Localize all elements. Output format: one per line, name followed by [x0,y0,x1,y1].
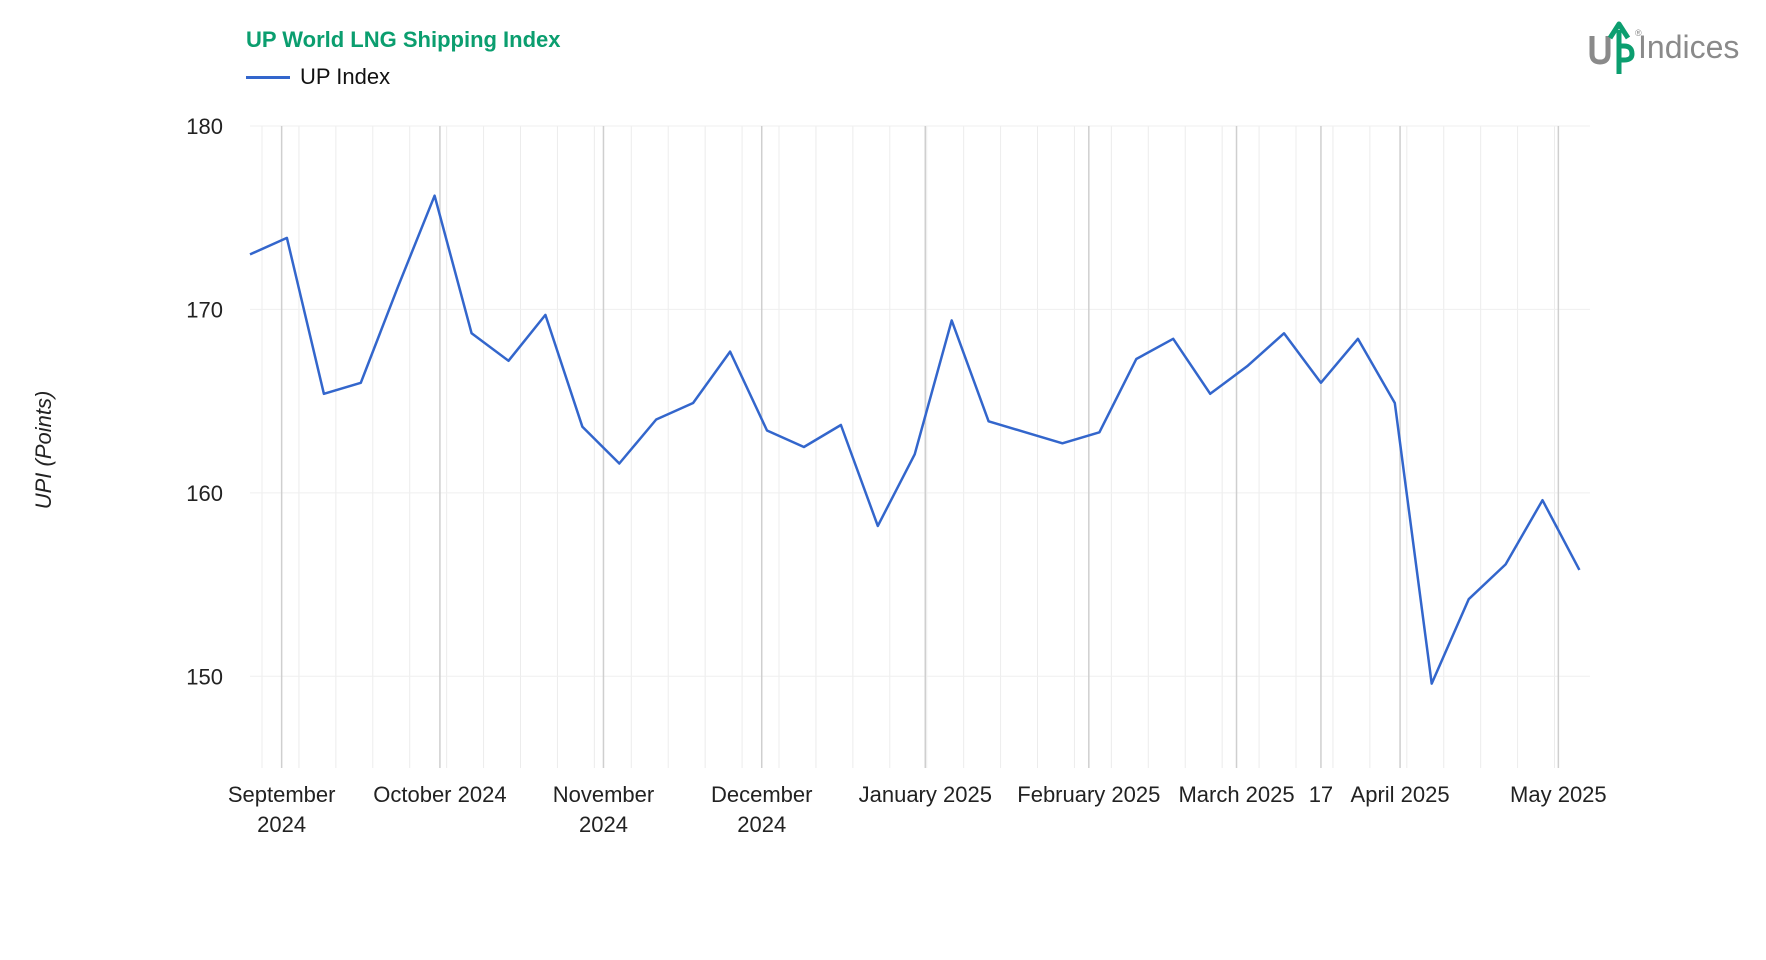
x-tick-label: February 2025 [1017,782,1160,807]
x-tick-labels: September 2024 October 2024 November 2024 Dec… [228,782,1607,837]
minor-gridlines [261,126,1556,768]
x-tick-label: November [553,782,654,807]
logo-arrow-mark [1607,21,1635,74]
x-tick-label: January 2025 [859,782,992,807]
legend-label: UP Index [300,64,391,89]
x-tick-label: 2024 [579,812,628,837]
y-tick-labels: 150 160 170 180 [186,114,223,689]
logo-registered-mark: ® [1635,28,1642,38]
x-tick-label: May 2025 [1510,782,1607,807]
up-indices-logo-icon: Indices ® [1589,21,1739,74]
legend[interactable]: UP Index [246,64,390,90]
series-layer [249,194,1581,685]
y-tick-label: 180 [186,114,223,139]
y-tick-label: 150 [186,664,223,689]
legend-swatch [246,75,290,79]
major-gridlines [280,126,1560,768]
x-tick-label: September [228,782,336,807]
x-tick-label: December [711,782,812,807]
x-tick-label: March 2025 [1178,782,1294,807]
logo-text: Indices [1638,29,1739,65]
y-tick-label: 160 [186,481,223,506]
x-tick-label: 2024 [257,812,306,837]
x-tick-label: 17 [1309,782,1333,807]
x-tick-label: October 2024 [373,782,506,807]
chart-title: UP World LNG Shipping Index [246,27,561,52]
series-line-0 [249,194,1581,685]
y-tick-label: 170 [186,297,223,322]
logo-u-mark [1589,36,1611,65]
x-tick-label: 2024 [737,812,786,837]
horizontal-gridlines [250,125,1590,677]
x-tick-label: April 2025 [1351,782,1450,807]
